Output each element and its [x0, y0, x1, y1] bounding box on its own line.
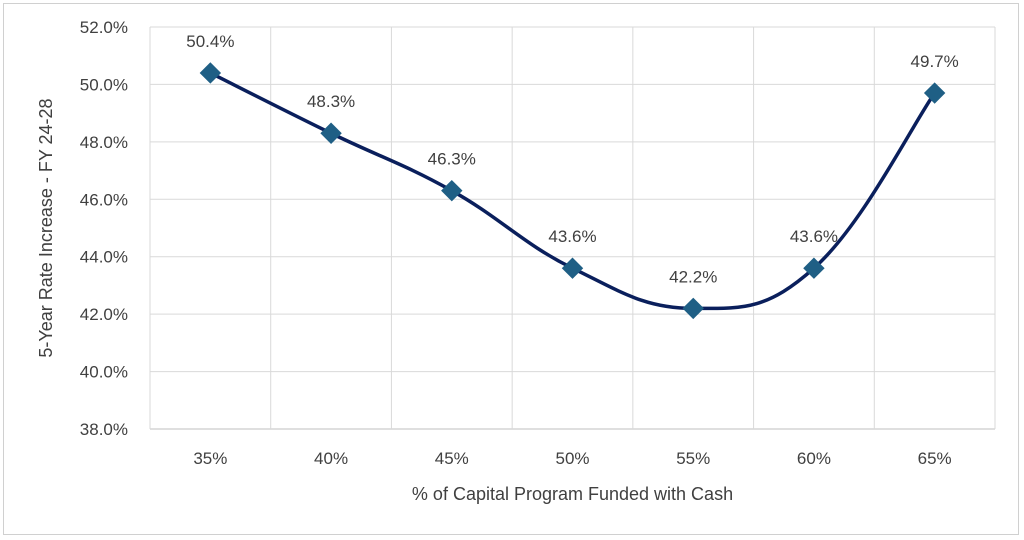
- data-label: 43.6%: [548, 227, 596, 246]
- y-tick-label: 50.0%: [80, 75, 128, 94]
- x-tick-label: 45%: [435, 449, 469, 468]
- data-point-marker: [199, 62, 222, 84]
- y-axis-title: 5-Year Rate Increase - FY 24-28: [36, 98, 56, 357]
- y-tick-label: 52.0%: [80, 18, 128, 37]
- grid: [149, 26, 996, 430]
- data-label: 46.3%: [428, 150, 476, 169]
- y-tick-label: 42.0%: [80, 305, 128, 324]
- y-tick-label: 48.0%: [80, 133, 128, 152]
- x-tick-label: 55%: [676, 449, 710, 468]
- data-label: 50.4%: [186, 32, 234, 51]
- data-label: 48.3%: [307, 92, 355, 111]
- chart-frame: [3, 3, 1019, 535]
- data-point-marker: [441, 179, 463, 202]
- data-labels-layer: 50.4% 48.3% 46.3% 43.6% 42.2% 43.6% 49.7%: [186, 32, 958, 286]
- y-tick-label: 40.0%: [80, 363, 128, 382]
- data-label: 43.6%: [790, 227, 838, 246]
- y-tick-label: 46.0%: [80, 190, 128, 209]
- x-axis-ticks: 35% 40% 45% 50% 55% 60% 65%: [193, 449, 951, 468]
- x-tick-label: 40%: [314, 449, 348, 468]
- data-point-marker: [923, 82, 946, 104]
- x-tick-label: 50%: [555, 449, 589, 468]
- y-tick-label: 44.0%: [80, 248, 128, 267]
- data-label: 49.7%: [911, 52, 959, 71]
- data-point-marker: [803, 257, 825, 279]
- x-axis-title: % of Capital Program Funded with Cash: [412, 484, 733, 504]
- x-tick-label: 35%: [193, 449, 227, 468]
- data-point-marker: [561, 257, 584, 279]
- y-axis-ticks: 38.0% 40.0% 42.0% 44.0% 46.0% 48.0% 50.0% 52.0%: [80, 18, 128, 439]
- data-point-marker: [320, 122, 342, 144]
- data-point-marker: [682, 297, 704, 320]
- data-label: 42.2%: [669, 267, 717, 286]
- x-tick-label: 60%: [797, 449, 831, 468]
- markers-layer: [199, 62, 946, 320]
- x-tick-label: 65%: [918, 449, 952, 468]
- y-tick-label: 38.0%: [80, 420, 128, 439]
